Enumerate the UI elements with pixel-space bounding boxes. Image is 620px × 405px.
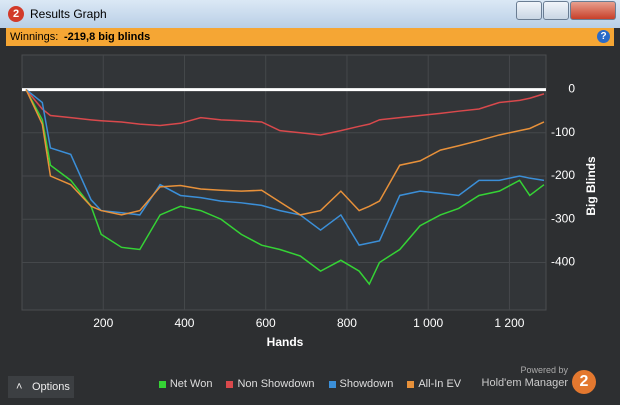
legend-item[interactable]: All-In EV xyxy=(407,378,461,390)
x-tick-label: 600 xyxy=(256,316,276,330)
options-button[interactable]: ˄ Options xyxy=(8,376,74,398)
brand-logo: 2 xyxy=(572,370,596,394)
legend-item[interactable]: Net Won xyxy=(158,378,213,390)
legend-label: Non Showdown xyxy=(237,378,315,390)
minimize-button[interactable] xyxy=(516,1,542,20)
x-tick-label: 1 200 xyxy=(494,316,524,330)
y-tick-label: -300 xyxy=(551,211,575,225)
legend-label: Net Won xyxy=(169,378,213,390)
close-button[interactable] xyxy=(570,1,616,20)
x-axis-label: Hands xyxy=(267,335,304,349)
legend-item[interactable]: Non Showdown xyxy=(226,378,315,390)
x-tick-label: 200 xyxy=(93,316,113,330)
series-line xyxy=(25,89,545,286)
caret-icon: ˄ xyxy=(16,381,23,393)
y-axis-label: Big Blinds xyxy=(584,156,598,216)
options-label: Options xyxy=(32,381,70,393)
y-tick-label: -100 xyxy=(551,125,575,139)
winnings-bar: Winnings: -219,8 big blinds ? xyxy=(6,28,614,46)
series-line xyxy=(25,88,545,247)
legend-swatch xyxy=(407,380,415,388)
x-tick-label: 400 xyxy=(174,316,194,330)
maximize-button[interactable] xyxy=(543,1,569,20)
y-tick-label: -200 xyxy=(551,168,575,182)
legend-label: All-In EV xyxy=(418,378,462,390)
series-line xyxy=(25,89,545,136)
y-tick-label: 0 xyxy=(568,82,575,96)
x-tick-label: 1 000 xyxy=(413,316,443,330)
chart: Hands Big Blinds 200 400 600 800 1 000 1 200 0… xyxy=(21,54,598,349)
title-bar: 2 Results Graph xyxy=(0,0,620,28)
app-logo: 2 xyxy=(8,6,24,22)
window-title: Results Graph xyxy=(30,7,107,21)
legend-swatch xyxy=(158,380,166,388)
powered-by: Powered by xyxy=(520,365,568,375)
plot-area xyxy=(21,54,547,311)
legend-label: Showdown xyxy=(339,378,394,390)
y-tick-label: -400 xyxy=(551,255,575,269)
legend-item[interactable]: Showdown xyxy=(328,378,394,390)
x-tick-label: 800 xyxy=(337,316,357,330)
help-button[interactable]: ? xyxy=(597,30,610,43)
legend-swatch xyxy=(328,380,336,388)
legend: Net Won Non Showdown Showdown All-In EV xyxy=(130,378,490,390)
legend-swatch xyxy=(226,380,234,388)
winnings-label: Winnings: xyxy=(10,31,59,43)
brand-name: Hold'em Manager xyxy=(481,377,568,389)
series-line xyxy=(25,89,545,216)
winnings-value: -219,8 big blinds xyxy=(64,31,151,43)
